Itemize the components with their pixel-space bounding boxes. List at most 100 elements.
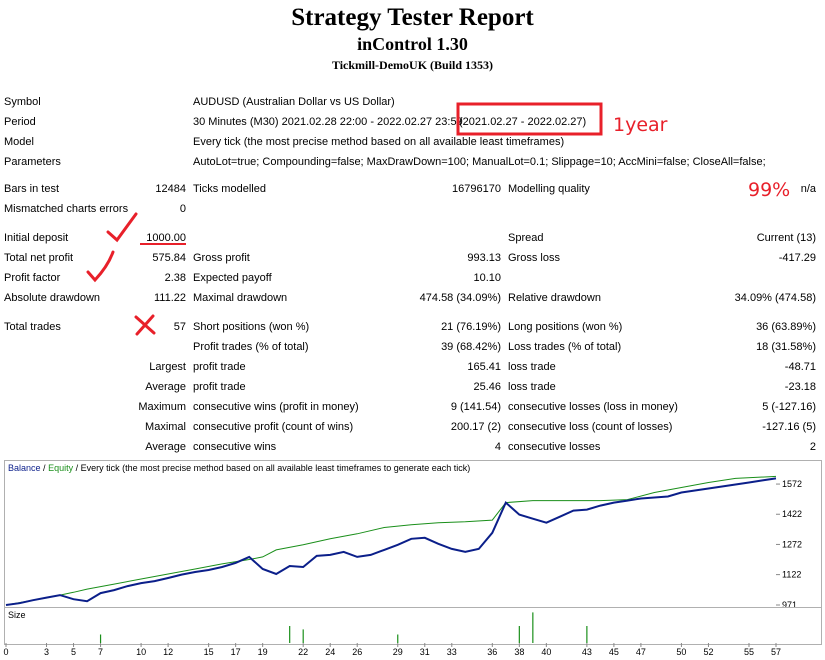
y-tick-label: 1422 bbox=[782, 509, 802, 519]
expected-payoff-value: 10.10 bbox=[473, 272, 501, 284]
size-chart-svg: 0 3 5 7 10 12 15 17 19 22 24 26 29 31 33 36 38 40 43 45 47 50… bbox=[3, 612, 781, 657]
spread-label: Spread bbox=[508, 232, 544, 244]
largest-label: Largest bbox=[149, 361, 186, 373]
report-subtitle: inControl 1.30 bbox=[357, 34, 468, 54]
gross-profit-value: 993.13 bbox=[467, 252, 501, 264]
symbol-value: AUDUSD (Australian Dollar vs US Dollar) bbox=[193, 96, 395, 108]
y-tick-label: 1122 bbox=[782, 570, 801, 580]
mismatch-value: 0 bbox=[179, 203, 186, 215]
average-loss-value: -23.18 bbox=[784, 381, 816, 393]
x-tick-label: 36 bbox=[487, 647, 497, 657]
x-tick-label: 55 bbox=[744, 647, 754, 657]
balance-chart-svg: 1572 1422 1272 1122 971 bbox=[5, 475, 802, 608]
short-positions-value: 21 (76.19%) bbox=[441, 321, 501, 333]
y-tick-label: 1572 bbox=[782, 479, 802, 489]
profit-trades-label: Profit trades (% of total) bbox=[193, 341, 309, 353]
avg-consec-losses-label: consecutive losses bbox=[508, 441, 601, 453]
x-tick-label: 43 bbox=[582, 647, 592, 657]
largest-profit-label: profit trade bbox=[193, 361, 246, 373]
server-name: Tickmill-DemoUK (Build 1353) bbox=[331, 58, 494, 72]
average-label: Average bbox=[145, 381, 186, 393]
total-trades-value: 57 bbox=[173, 321, 186, 333]
maximal-drawdown-value: 474.58 (34.09%) bbox=[419, 292, 501, 304]
x-tick-label: 52 bbox=[703, 647, 713, 657]
size-chart bbox=[4, 607, 822, 645]
relative-drawdown-value: 34.09% (474.58) bbox=[734, 292, 816, 304]
bars-label: Bars in test bbox=[4, 183, 60, 195]
gross-loss-value: -417.29 bbox=[778, 252, 816, 264]
x-tick-label: 26 bbox=[352, 647, 362, 657]
model-value: Every tick (the most precise method base… bbox=[193, 136, 565, 148]
x-tick-label: 47 bbox=[636, 647, 646, 657]
x-tick-label: 17 bbox=[231, 647, 241, 657]
profit-trades-value: 39 (68.42%) bbox=[441, 341, 501, 353]
symbol-label: Symbol bbox=[4, 96, 41, 108]
period-label: Period bbox=[4, 116, 36, 128]
max-consec-losses-label: consecutive losses (loss in money) bbox=[508, 401, 678, 413]
legend-separator: / bbox=[43, 463, 46, 473]
quality-label: Modelling quality bbox=[508, 183, 590, 195]
quality-value: n/a bbox=[800, 183, 816, 195]
cross-mark-trades bbox=[134, 314, 156, 336]
chart-legend: Balance / Equity / Every tick (the most … bbox=[8, 463, 470, 474]
long-positions-value: 36 (63.89%) bbox=[756, 321, 816, 333]
maximum-label: Maximum bbox=[138, 401, 186, 413]
model-label: Model bbox=[4, 136, 34, 148]
average-profit-label: profit trade bbox=[193, 381, 246, 393]
x-tick-label: 3 bbox=[44, 647, 49, 657]
x-tick-label: 29 bbox=[393, 647, 403, 657]
one-year-annotation: 1year bbox=[613, 114, 668, 136]
x-tick-label: 24 bbox=[325, 647, 335, 657]
ticks-label: Ticks modelled bbox=[193, 183, 266, 195]
avg-consec-wins-value: 4 bbox=[494, 441, 501, 453]
average-consec-label: Average bbox=[145, 441, 186, 453]
maximal-drawdown-label: Maximal drawdown bbox=[193, 292, 288, 304]
loss-trades-label: Loss trades (% of total) bbox=[508, 341, 622, 353]
report-title: Strategy Tester Report bbox=[291, 4, 534, 31]
check-mark-deposit bbox=[106, 212, 138, 243]
avg-consec-wins-label: consecutive wins bbox=[193, 441, 277, 453]
y-tick-label: 1272 bbox=[782, 539, 802, 549]
x-tick-label: 12 bbox=[163, 647, 173, 657]
gross-loss-label: Gross loss bbox=[508, 252, 560, 264]
net-profit-value: 575.84 bbox=[152, 252, 186, 264]
balance-line bbox=[5, 475, 777, 606]
x-tick-label: 50 bbox=[676, 647, 686, 657]
parameters-label: Parameters bbox=[4, 156, 61, 168]
max-consec-losses-value: 5 (-127.16) bbox=[762, 401, 816, 413]
max-consec-wins-value: 9 (141.54) bbox=[450, 401, 501, 413]
x-tick-label: 7 bbox=[98, 647, 103, 657]
average-loss-label: loss trade bbox=[508, 381, 556, 393]
deposit-label: Initial deposit bbox=[4, 232, 69, 244]
check-mark-netprofit bbox=[86, 250, 115, 283]
total-trades-label: Total trades bbox=[4, 321, 61, 333]
spread-value: Current (13) bbox=[756, 232, 816, 244]
profit-factor-label: Profit factor bbox=[4, 272, 61, 284]
x-tick-label: 15 bbox=[204, 647, 214, 657]
largest-loss-label: loss trade bbox=[508, 361, 556, 373]
long-positions-label: Long positions (won %) bbox=[508, 321, 623, 333]
period-range: (2021.02.27 - 2022.02.27) bbox=[459, 116, 587, 128]
absolute-drawdown-value: 111.22 bbox=[153, 292, 186, 304]
period-highlight-box bbox=[456, 102, 603, 136]
expected-payoff-label: Expected payoff bbox=[193, 272, 272, 284]
avg-consec-losses-value: 2 bbox=[809, 441, 816, 453]
gross-profit-label: Gross profit bbox=[193, 252, 250, 264]
profit-factor-value: 2.38 bbox=[164, 272, 186, 284]
x-tick-label: 45 bbox=[609, 647, 619, 657]
bars-value: 12484 bbox=[155, 183, 186, 195]
legend-balance: Balance bbox=[8, 463, 41, 473]
x-tick-label: 5 bbox=[71, 647, 76, 657]
x-tick-label: 57 bbox=[771, 647, 781, 657]
maximal-consec-loss-value: -127.16 (5) bbox=[762, 421, 816, 433]
x-tick-label: 40 bbox=[541, 647, 551, 657]
legend-description: / Every tick (the most precise method ba… bbox=[75, 463, 471, 473]
loss-trades-value: 18 (31.58%) bbox=[756, 341, 816, 353]
equity-line bbox=[5, 477, 777, 606]
x-tick-label: 38 bbox=[514, 647, 524, 657]
x-tick-label: 10 bbox=[136, 647, 146, 657]
average-profit-value: 25.46 bbox=[473, 381, 501, 393]
quality-99-annotation: 99% bbox=[748, 179, 790, 201]
absolute-drawdown-label: Absolute drawdown bbox=[4, 292, 101, 304]
y-tick-label: 971 bbox=[782, 600, 797, 608]
